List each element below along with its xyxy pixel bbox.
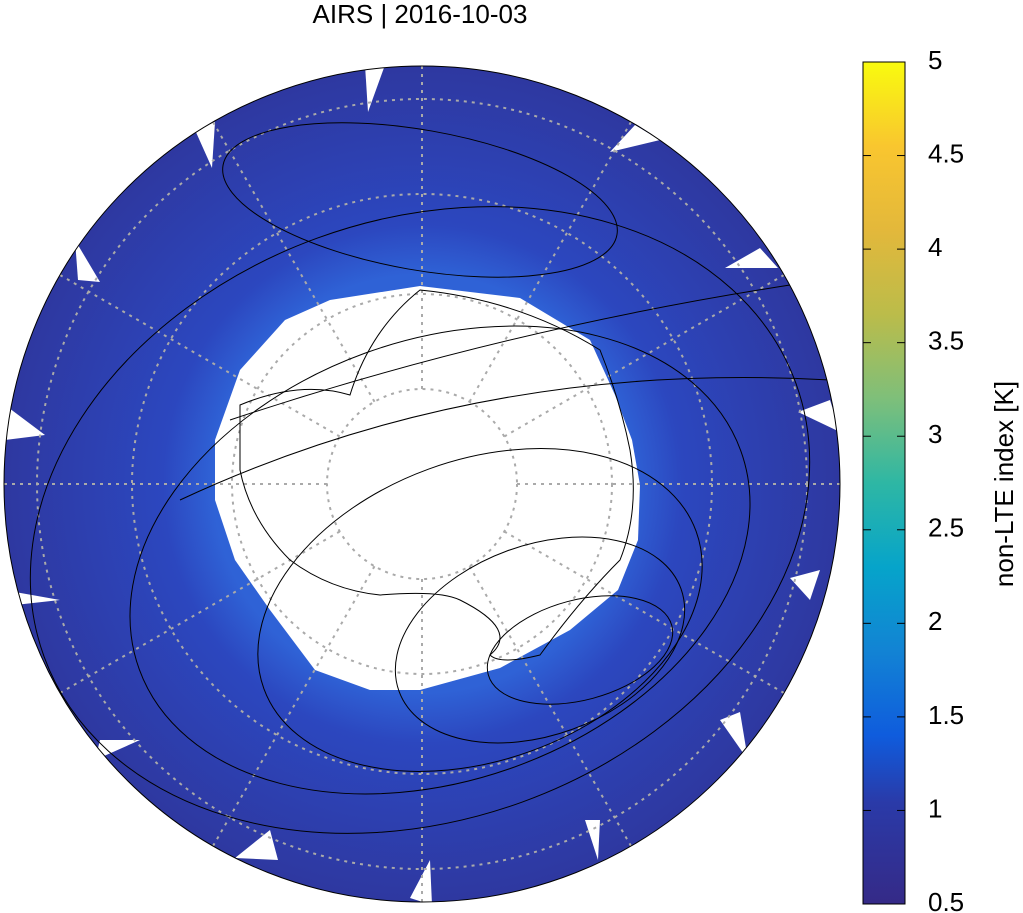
meridian <box>468 121 632 403</box>
colorbar-tick-label: 1 <box>928 793 942 823</box>
meridian <box>503 274 785 438</box>
polar-gap <box>215 286 640 690</box>
contours <box>29 122 831 834</box>
meridian <box>503 530 785 694</box>
map-border <box>3 65 841 903</box>
colorbar-label: non-LTE index [K] <box>989 381 1019 587</box>
colorbar-tick-label: 0.5 <box>928 887 964 913</box>
colorbar-tick-label: 2.5 <box>928 513 964 543</box>
colorbar-tick-label: 3.5 <box>928 326 964 356</box>
colorbar <box>862 61 906 905</box>
colorbar-tick-label: 1.5 <box>928 700 964 730</box>
meridian <box>212 565 376 847</box>
colorbar-tick-label: 2 <box>928 606 942 636</box>
colorbar-ticks: 0.5 1 1.5 2 2.5 3 3.5 4 4.5 5 <box>863 45 964 913</box>
colorbar-tick-label: 5 <box>928 45 942 75</box>
meridian <box>468 565 632 847</box>
meridian <box>59 274 341 438</box>
polar-map <box>4 66 840 902</box>
meridian <box>59 530 341 694</box>
graticule <box>4 66 840 902</box>
map-title: AIRS | 2016-10-03 <box>313 0 528 29</box>
coastlines <box>239 289 634 661</box>
colorbar-tick-label: 4.5 <box>928 138 964 168</box>
data-gaps <box>5 66 840 902</box>
colorbar-tick-label: 4 <box>928 232 942 262</box>
colorbar-tick-label: 3 <box>928 419 942 449</box>
meridian <box>212 121 376 403</box>
